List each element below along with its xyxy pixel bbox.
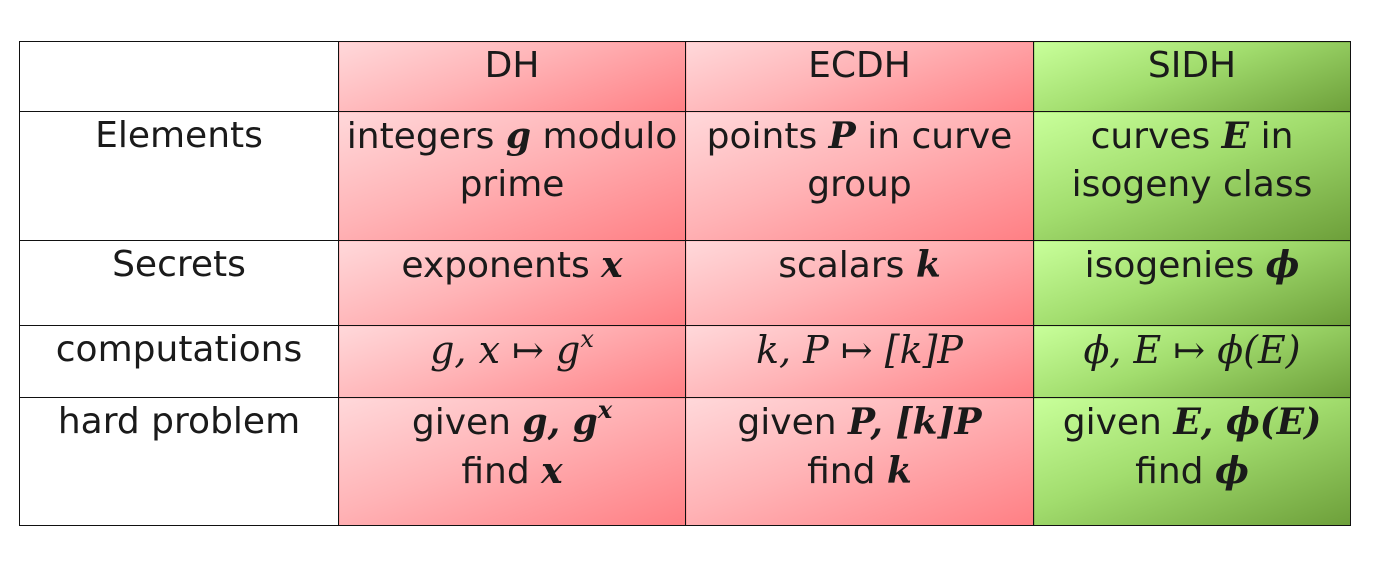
computations-sidh-expr: ϕ, E ↦ ϕ(E) [1083, 328, 1301, 372]
comparison-table-container: DH ECDH SIDH Elements integers g modulo … [19, 41, 1351, 526]
hard-sidh-find: find [1135, 451, 1215, 492]
hard-ecdh-expr: P, [k]P [848, 401, 982, 443]
header-sidh: SIDH [1033, 41, 1351, 112]
hard-ecdh-line1: given P, [k]P [692, 399, 1027, 448]
computations-row: computations g, x ↦ gx k, P ↦ [k]P ϕ, E … [19, 325, 1351, 398]
hard-dh-var: x [541, 450, 563, 492]
elements-ecdh-cell: points P in curve group [685, 111, 1034, 241]
secrets-dh-var: x [601, 244, 623, 286]
hard-ecdh-find: find [807, 451, 887, 492]
hard-dh-line1: given g, gx [345, 397, 679, 448]
hard-ecdh-cell: given P, [k]P find k [685, 397, 1034, 526]
elements-sidh-line1: curves E in [1040, 113, 1344, 162]
row-label-computations: computations [19, 325, 339, 398]
hard-ecdh-pre: given [737, 402, 848, 443]
hard-ecdh-var: k [886, 450, 912, 492]
secrets-dh-cell: exponents x [338, 240, 686, 326]
elements-sidh-var: E [1221, 115, 1250, 157]
elements-sidh-post: in [1249, 116, 1294, 157]
elements-row: Elements integers g modulo prime points … [19, 111, 1351, 241]
hard-sidh-line2: find ϕ [1040, 447, 1344, 496]
secrets-ecdh-pre: scalars [778, 245, 916, 286]
computations-dh-expr: g, x ↦ g [430, 328, 581, 372]
row-label-hard-problem: hard problem [19, 397, 339, 526]
secrets-sidh-pre: isogenies [1084, 245, 1266, 286]
elements-ecdh-line1: points P in curve [692, 113, 1027, 162]
hard-sidh-pre: given [1062, 402, 1174, 443]
elements-ecdh-pre: points [706, 116, 829, 157]
hard-dh-sup: x [597, 397, 613, 424]
elements-ecdh-var: P [828, 115, 856, 157]
hard-dh-line2: find x [345, 447, 679, 496]
elements-dh-post: modulo [531, 116, 678, 157]
elements-dh-cell: integers g modulo prime [338, 111, 686, 241]
hard-sidh-expr: E, ϕ(E) [1173, 401, 1322, 443]
hard-problem-row: hard problem given g, gx find x given P,… [19, 397, 1351, 526]
row-label-secrets: Secrets [19, 240, 339, 326]
computations-ecdh-expr: k, P ↦ [k]P [756, 328, 963, 372]
secrets-ecdh-var: k [915, 244, 941, 286]
secrets-dh-pre: exponents [401, 245, 602, 286]
hard-sidh-cell: given E, ϕ(E) find ϕ [1033, 397, 1351, 526]
corner-cell [19, 41, 339, 112]
hard-dh-cell: given g, gx find x [338, 397, 686, 526]
computations-dh-sup: x [580, 325, 594, 353]
elements-ecdh-line2: group [807, 164, 912, 205]
header-row: DH ECDH SIDH [19, 41, 1351, 112]
secrets-row: Secrets exponents x scalars k isogenies … [19, 240, 1351, 326]
elements-dh-line1: integers g modulo [345, 113, 679, 162]
computations-sidh-cell: ϕ, E ↦ ϕ(E) [1033, 325, 1351, 398]
hard-sidh-line1: given E, ϕ(E) [1040, 399, 1344, 448]
header-ecdh: ECDH [685, 41, 1034, 112]
hard-ecdh-line2: find k [692, 447, 1027, 496]
computations-ecdh-cell: k, P ↦ [k]P [685, 325, 1034, 398]
elements-sidh-line2: isogeny class [1071, 164, 1313, 205]
elements-sidh-pre: curves [1090, 116, 1222, 157]
secrets-sidh-cell: isogenies ϕ [1033, 240, 1351, 326]
elements-sidh-cell: curves E in isogeny class [1033, 111, 1351, 241]
header-dh: DH [338, 41, 686, 112]
secrets-sidh-var: ϕ [1265, 244, 1300, 286]
elements-ecdh-post: in curve [855, 116, 1013, 157]
hard-dh-expr: g, g [522, 401, 598, 443]
comparison-table: DH ECDH SIDH Elements integers g modulo … [19, 41, 1351, 526]
hard-sidh-var: ϕ [1214, 450, 1249, 492]
elements-dh-var: g [505, 115, 532, 157]
row-label-elements: Elements [19, 111, 339, 241]
hard-dh-pre: given [411, 402, 523, 443]
secrets-ecdh-cell: scalars k [685, 240, 1034, 326]
elements-dh-line2: prime [459, 164, 565, 205]
computations-dh-cell: g, x ↦ gx [338, 325, 686, 398]
hard-dh-find: find [461, 451, 542, 492]
elements-dh-pre: integers [346, 116, 506, 157]
